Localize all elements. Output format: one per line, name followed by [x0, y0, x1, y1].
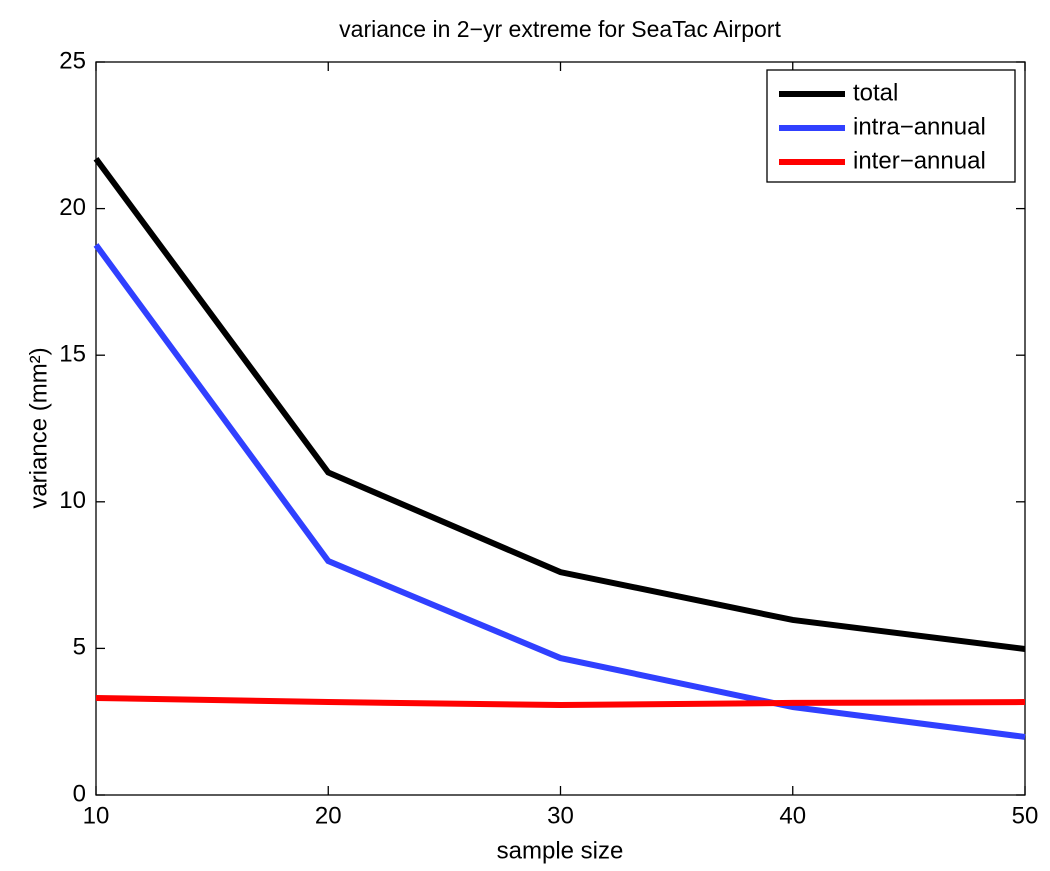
chart-title: variance in 2−yr extreme for SeaTac Airp…	[339, 16, 781, 42]
y-tick-label: 10	[59, 487, 86, 514]
y-tick-label: 25	[59, 47, 86, 74]
legend-label: intra−annual	[853, 113, 986, 140]
y-tick-label: 0	[73, 780, 86, 807]
plot-frame	[95, 61, 1026, 796]
x-tick-label: 10	[83, 802, 110, 829]
x-tick-label: 30	[547, 802, 574, 829]
legend-label: inter−annual	[853, 147, 986, 174]
y-tick-label: 20	[59, 194, 86, 221]
x-tick-label: 40	[779, 802, 806, 829]
data-line	[93, 243, 1026, 740]
x-tick-label: 50	[1012, 802, 1039, 829]
x-axis-label: sample size	[497, 837, 624, 864]
legend-label: total	[853, 79, 898, 106]
y-tick-label: 15	[59, 341, 86, 368]
data-line	[93, 156, 1026, 652]
data-line	[95, 694, 1026, 708]
y-tick-label: 5	[73, 634, 86, 661]
y-axis-label: variance (mm²)	[25, 347, 52, 508]
x-tick-label: 20	[315, 802, 342, 829]
